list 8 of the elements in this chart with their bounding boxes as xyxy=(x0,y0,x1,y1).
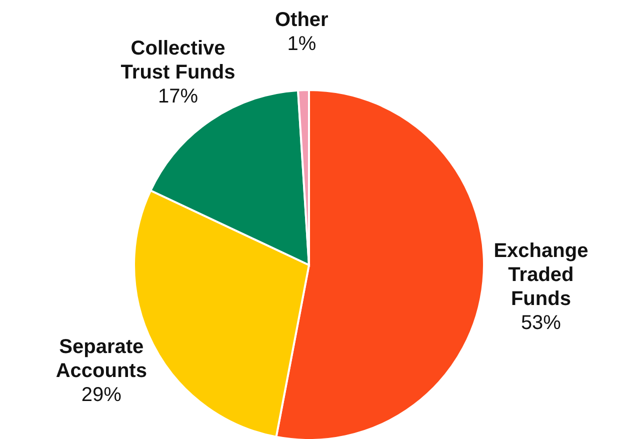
slice-label: Exchange Traded Funds xyxy=(494,240,588,310)
data-label: 1% xyxy=(287,33,316,56)
slice-label: Other xyxy=(275,9,329,32)
data-label: 53% xyxy=(520,312,562,334)
slice-label: Separate Accounts xyxy=(56,336,147,382)
data-label: 17% xyxy=(158,85,198,108)
data-label: 29% xyxy=(81,384,122,406)
slice-label: Collective Trust Funds xyxy=(120,37,236,84)
